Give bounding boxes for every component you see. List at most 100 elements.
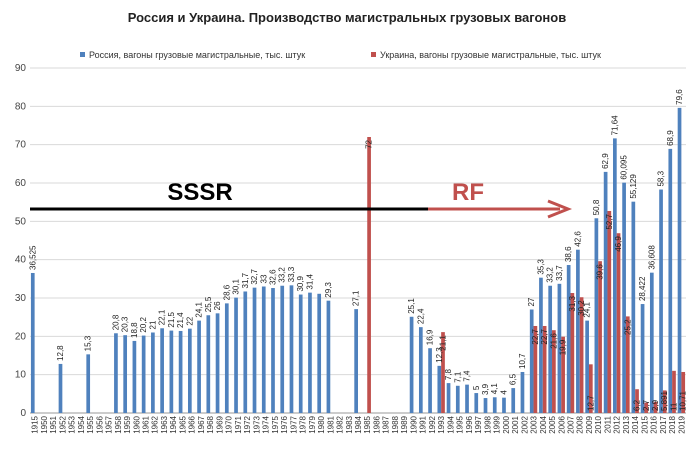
- x-tick-label: 1955: [86, 415, 95, 433]
- data-label: 30,9: [296, 275, 305, 291]
- data-label: 21,6: [549, 333, 558, 349]
- data-label: 31,7: [241, 272, 250, 288]
- data-label: 32,7: [250, 269, 259, 285]
- y-tick-label: 50: [15, 216, 27, 227]
- bar-ukraine: [616, 233, 621, 413]
- rf-arrow-head: [547, 199, 573, 219]
- data-label: 46,9: [614, 236, 623, 252]
- bar-russia: [280, 285, 285, 413]
- y-axis-ticks: 0 10 20 30 40 50 60 70 80 90: [15, 63, 27, 419]
- bar-ukraine: [441, 332, 445, 413]
- legend-swatch-russia: [80, 52, 85, 57]
- data-label: 33,2: [546, 267, 555, 283]
- bar-russia: [511, 388, 516, 413]
- bar-russia: [649, 272, 654, 413]
- data-label: 68,9: [666, 130, 675, 146]
- bar-russia: [187, 328, 192, 413]
- data-label: 22,7: [531, 328, 540, 344]
- data-label: 7,8: [444, 368, 453, 380]
- bar-russia: [114, 333, 118, 413]
- data-label: 12,7: [586, 395, 595, 411]
- legend-swatch-ukraine: [371, 52, 376, 57]
- data-label: 62,9: [601, 153, 610, 169]
- data-label: 20,3: [121, 316, 130, 332]
- x-tick-label: 1966: [188, 415, 197, 433]
- bar-russia: [317, 293, 322, 413]
- bar-russia: [151, 332, 155, 413]
- x-tick-label: 2019: [677, 415, 686, 433]
- data-label: 36,525: [28, 245, 37, 270]
- x-tick-label: 1982: [336, 415, 345, 433]
- bar-ukraine: [644, 402, 649, 413]
- data-label: 21,1: [439, 335, 448, 351]
- data-label: 10,71: [679, 390, 688, 411]
- x-tick-label: 1976: [280, 415, 289, 433]
- data-label: 32,6: [268, 269, 277, 285]
- bar-russia: [206, 315, 211, 413]
- data-label: 33,3: [287, 266, 296, 282]
- x-tick-label: 1994: [446, 415, 455, 433]
- bar-russia: [261, 286, 266, 413]
- bar-russia: [234, 297, 238, 413]
- bar-russia: [539, 277, 543, 413]
- x-tick-label: 2012: [613, 415, 622, 433]
- bar-ukraine: [653, 401, 658, 413]
- x-tick-label: 1989: [400, 415, 409, 433]
- data-label: 24,1: [195, 301, 204, 317]
- x-tick-label: 1991: [419, 415, 428, 433]
- x-tick-label: 1996: [465, 415, 474, 433]
- x-tick-label: 2008: [576, 415, 585, 433]
- x-tick-label: 1958: [114, 415, 123, 433]
- y-tick-label: 10: [15, 370, 27, 381]
- data-label: 27,1: [352, 290, 361, 306]
- data-label: 22,7: [540, 328, 549, 344]
- data-label: 22,4: [416, 308, 425, 324]
- chart-title: Россия и Украина. Производство магистрал…: [128, 10, 566, 25]
- x-tick-label: 1965: [178, 415, 187, 433]
- bar-russia: [502, 397, 506, 413]
- bar-ukraine: [598, 261, 602, 413]
- data-label: 31,4: [305, 274, 314, 290]
- data-label: 71,64: [610, 115, 619, 136]
- x-tick-label: 1977: [289, 415, 298, 433]
- data-label: 7,4: [463, 370, 472, 382]
- data-label: 58,3: [657, 170, 666, 186]
- bar-russia: [141, 335, 146, 413]
- data-label: 4,1: [490, 383, 499, 395]
- data-label: 21,5: [167, 311, 176, 327]
- x-tick-label: 1981: [326, 415, 335, 433]
- data-label: 25,2: [623, 319, 632, 335]
- data-label: 6,5: [509, 373, 518, 385]
- x-tick-label: 2007: [567, 415, 576, 433]
- bar-russia: [668, 148, 673, 413]
- x-tick-label: 2011: [603, 415, 612, 433]
- bar-russia: [576, 249, 580, 413]
- data-label: 11: [669, 402, 678, 411]
- data-label: 12,8: [56, 345, 65, 361]
- data-label: 24,1: [583, 301, 592, 317]
- data-label: 12,3: [435, 347, 444, 363]
- data-label: 27: [527, 297, 536, 306]
- bar-ukraine: [635, 389, 639, 413]
- bar-russia: [224, 303, 229, 413]
- bar-russia: [677, 107, 682, 413]
- bar-russia: [123, 335, 128, 413]
- x-tick-label: 2009: [585, 415, 594, 433]
- bar-russia: [252, 287, 257, 413]
- bar-russia: [603, 171, 608, 413]
- bar-russia: [418, 327, 423, 413]
- x-tick-label: 1956: [95, 415, 104, 433]
- x-tick-label: 1984: [354, 415, 363, 433]
- data-label: 5,891: [660, 390, 669, 411]
- bar-ukraine: [542, 325, 547, 413]
- data-label: 3,9: [481, 383, 490, 395]
- bar-russia: [437, 365, 442, 413]
- bar-russia: [243, 291, 248, 413]
- bar-russia: [289, 285, 294, 413]
- x-tick-label: 1998: [483, 415, 492, 433]
- bar-russia: [132, 340, 137, 413]
- y-tick-label: 90: [15, 63, 27, 74]
- data-label: 31,3: [568, 295, 577, 311]
- x-tick-label: 1987: [382, 415, 391, 433]
